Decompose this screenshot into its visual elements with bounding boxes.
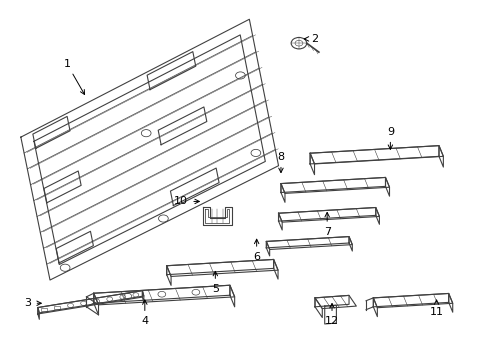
Text: 9: 9 <box>386 127 393 149</box>
Text: 2: 2 <box>304 34 318 44</box>
Text: 10: 10 <box>174 197 199 206</box>
Text: 5: 5 <box>211 271 218 294</box>
Bar <box>54 306 60 309</box>
Bar <box>41 308 47 311</box>
Text: 8: 8 <box>277 152 284 172</box>
Text: 6: 6 <box>253 239 260 262</box>
Text: 1: 1 <box>63 59 84 94</box>
Text: 11: 11 <box>428 300 443 317</box>
Text: 12: 12 <box>325 303 338 326</box>
Text: 3: 3 <box>24 298 41 308</box>
Text: 4: 4 <box>141 300 148 326</box>
Text: 7: 7 <box>323 212 330 237</box>
